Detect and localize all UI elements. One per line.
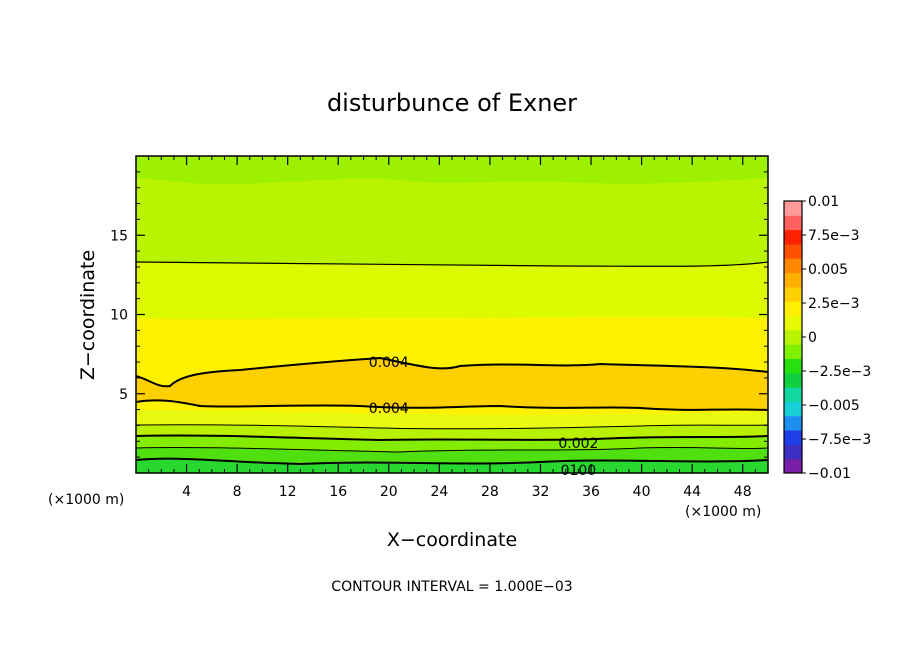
colorbar-label: 0	[808, 330, 817, 346]
x-tick-label: 32	[532, 484, 550, 500]
colorbar-swatch	[784, 201, 802, 216]
band-top-green	[136, 156, 768, 185]
colorbar-swatch	[784, 430, 802, 445]
colorbar-label: 7.5e−3	[808, 228, 860, 244]
colorbar: 0.01 7.5e−3 0.005 2.5e−3 0 −2.5e−3 −0.005 −7.5e…	[783, 194, 871, 482]
x-tick-label: 36	[582, 484, 600, 500]
colorbar-swatch	[784, 301, 802, 317]
colorbar-swatch	[784, 444, 802, 460]
y-tick-label: 10	[110, 308, 128, 324]
contour-line-upper	[136, 261, 768, 267]
x-ticks: 4 8 12 16 20 24 28 32 36 40 44 48	[148, 156, 756, 500]
y-ticks: 5 10 15	[110, 171, 768, 458]
y-axis-label: Z−coordinate	[77, 250, 99, 380]
colorbar-swatch	[784, 415, 802, 431]
contour-label: 0.004	[369, 355, 409, 371]
colorbar-swatch	[784, 243, 802, 259]
colorbar-swatch	[784, 315, 802, 331]
colorbar-swatch	[784, 229, 802, 245]
x-tick-label: 24	[430, 484, 448, 500]
contour-line-0000	[136, 457, 768, 466]
colorbar-swatch	[784, 272, 802, 288]
x-unit-right: (×1000 m)	[685, 504, 761, 520]
x-tick-label: 8	[233, 484, 242, 500]
x-tick-label: 16	[329, 484, 347, 500]
x-tick-label: 12	[279, 484, 297, 500]
x-tick-label: 44	[683, 484, 701, 500]
chart-title: disturbunce of Exner	[327, 89, 577, 117]
x-tick-label: 40	[633, 484, 651, 500]
x-tick-label: 4	[182, 484, 191, 500]
colorbar-swatch	[784, 329, 802, 345]
contour-label: 0.002	[558, 436, 598, 452]
colorbar-swatch	[784, 372, 802, 388]
y-tick-label: 15	[110, 228, 128, 244]
x-axis-label: X−coordinate	[387, 529, 517, 551]
y-tick-label: 5	[119, 387, 128, 403]
contour-line-0004-upper	[136, 356, 768, 388]
contour-label: 0.004	[369, 401, 409, 417]
colorbar-label: 0.01	[808, 194, 839, 210]
colorbar-swatch	[784, 358, 802, 374]
x-tick-label: 28	[481, 484, 499, 500]
contour-line-a	[136, 424, 768, 430]
colorbar-label: −7.5e−3	[808, 432, 871, 448]
contour-line-0002	[136, 434, 768, 442]
band-green-3	[136, 458, 768, 473]
colorbar-swatch	[784, 401, 802, 417]
colorbar-label: 0.005	[808, 262, 848, 278]
band-gold	[136, 358, 768, 410]
colorbar-label: −0.01	[808, 466, 851, 482]
colorbar-swatch	[784, 344, 802, 359]
colorbar-label: −0.005	[808, 398, 860, 414]
x-tick-label: 48	[734, 484, 752, 500]
contour-line-0004-lower	[136, 399, 768, 411]
colorbar-swatch	[784, 215, 802, 231]
colorbar-label: −2.5e−3	[808, 364, 871, 380]
band-lime	[136, 262, 768, 319]
colorbar-swatch	[784, 258, 802, 274]
contour-interval: CONTOUR INTERVAL = 1.000E−03	[331, 579, 572, 595]
colorbar-swatch	[784, 387, 802, 402]
x-unit-left: (×1000 m)	[48, 492, 124, 508]
contour-lines	[136, 261, 768, 466]
colorbar-swatch	[784, 458, 802, 474]
contour-line-b	[136, 446, 768, 453]
colorbar-swatch	[784, 286, 802, 302]
colorbar-label: 2.5e−3	[808, 296, 860, 312]
x-tick-label: 20	[380, 484, 398, 500]
